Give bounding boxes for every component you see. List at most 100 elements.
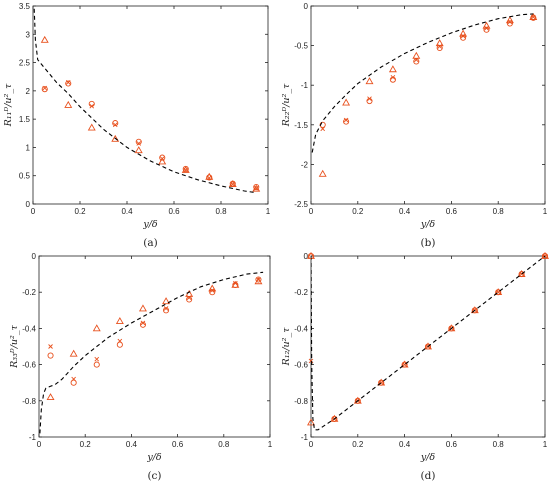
- triangle-marker: [318, 169, 327, 177]
- circle-marker: [541, 252, 549, 260]
- y-axis-label: R₁₁ᴰ/u²_τ: [3, 83, 14, 127]
- cross-marker: [437, 44, 443, 49]
- chart-panel: 0 0.2 0.4 0.6 0.8 1 0 -0.5 -1 -1.5 -2 -2.5 y/δ R₂₂ᴰ/u…: [281, 2, 548, 249]
- cross-marker: [89, 103, 95, 109]
- x-tick-label: 1: [543, 440, 548, 449]
- circle-marker: [495, 289, 502, 296]
- circle-marker: [41, 86, 48, 93]
- y-tick-label: -0.6: [22, 361, 36, 370]
- triangle-marker: [365, 77, 374, 85]
- cross-marker: [65, 80, 71, 85]
- circle-marker: [116, 341, 123, 348]
- x-tick-label: 0.6: [172, 440, 184, 449]
- y-tick-label: -1: [301, 433, 309, 442]
- y-tick-label: -1: [29, 433, 37, 442]
- panel-label: (d): [421, 470, 436, 482]
- circle-marker: [413, 58, 420, 65]
- y-tick-label: 3: [26, 30, 31, 39]
- circle-marker: [162, 307, 170, 314]
- x-tick-label: 0.6: [446, 440, 458, 449]
- triangle-marker: [412, 51, 421, 59]
- cross-marker: [233, 280, 238, 286]
- y-tick-label: 1.5: [19, 115, 31, 124]
- circle-marker: [354, 397, 361, 404]
- cross-marker: [136, 141, 142, 146]
- model-curve: [311, 13, 534, 153]
- triangle-marker: [64, 100, 73, 108]
- x-tick-label: 0.6: [168, 207, 180, 216]
- triangle-marker: [181, 165, 190, 173]
- x-tick-label: 0.6: [446, 207, 458, 216]
- x-tick-label: 0: [37, 440, 42, 449]
- circle-marker: [70, 379, 77, 386]
- triangle-marker: [162, 297, 171, 305]
- circle-marker: [518, 271, 525, 278]
- circle-marker: [232, 281, 239, 289]
- y-tick-label: -0.4: [294, 324, 308, 333]
- x-tick-label: 0.2: [352, 207, 364, 216]
- cross-marker: [94, 356, 100, 362]
- y-tick-label: -1: [301, 81, 309, 90]
- circle-marker: [253, 183, 260, 191]
- cross-marker: [183, 167, 189, 173]
- triangle-marker: [529, 12, 538, 20]
- circle-marker: [460, 34, 467, 41]
- y-tick-label: 1: [26, 143, 31, 152]
- y-tick-label: 0: [26, 200, 31, 209]
- model-curve: [33, 8, 257, 194]
- circle-marker: [65, 80, 72, 87]
- cross-marker: [71, 376, 76, 382]
- chart-panel: 0 0.2 0.4 0.6 0.8 1 0 -0.2 -0.4 -0.6 -0.8 -1 y/δ R₁₂/…: [281, 251, 549, 482]
- circle-marker: [93, 361, 100, 368]
- circle-marker: [209, 289, 216, 296]
- panel-label: (b): [421, 237, 436, 249]
- x-tick-label: 1: [266, 207, 271, 216]
- y-tick-label: -0.2: [22, 288, 36, 297]
- cross-marker: [530, 14, 536, 20]
- y-tick-label: 0: [304, 2, 309, 11]
- triangle-marker: [46, 393, 55, 401]
- circle-marker: [436, 44, 443, 52]
- cross-marker: [48, 344, 53, 349]
- x-tick-label: 0.2: [80, 440, 92, 449]
- cross-marker: [256, 277, 261, 282]
- circle-marker: [448, 325, 455, 332]
- plot-frame: [38, 255, 271, 438]
- cross-marker: [206, 175, 212, 181]
- x-axis-label: y/δ: [420, 219, 436, 230]
- cross-marker: [230, 181, 236, 187]
- y-tick-label: -0.8: [294, 397, 308, 406]
- circle-marker: [506, 20, 513, 27]
- cross-marker: [112, 122, 118, 128]
- triangle-marker: [87, 123, 96, 131]
- cross-marker: [42, 85, 48, 91]
- cross-marker: [390, 74, 396, 80]
- circle-marker: [471, 307, 478, 314]
- cross-marker: [140, 320, 146, 326]
- cross-marker: [209, 288, 215, 293]
- triangle-marker: [158, 157, 167, 165]
- y-tick-label: -0.6: [294, 361, 308, 370]
- y-tick-label: 0: [304, 252, 309, 261]
- cross-marker: [163, 306, 169, 311]
- circle-marker: [331, 415, 338, 422]
- x-axis-label: y/δ: [142, 219, 158, 230]
- y-tick-label: -0.8: [22, 397, 36, 406]
- triangle-marker: [69, 349, 78, 357]
- triangle-marker: [40, 35, 49, 43]
- x-axis-label: y/δ: [146, 452, 162, 463]
- circle-marker: [378, 379, 385, 386]
- x-tick-label: 0.4: [126, 440, 138, 449]
- triangle-marker: [138, 304, 147, 312]
- circle-marker: [182, 165, 189, 172]
- x-tick-label: 0: [31, 207, 36, 216]
- cross-marker: [343, 117, 349, 123]
- y-axis-label: R₃₃ᴰ/u²_τ: [9, 324, 20, 368]
- y-tick-label: -2.5: [294, 200, 308, 209]
- plot-frame: [310, 5, 546, 205]
- circle-marker: [206, 174, 213, 181]
- cross-marker: [484, 25, 489, 31]
- cross-marker: [367, 96, 372, 101]
- y-axis-label: R₁₂/u²_τ: [281, 327, 292, 367]
